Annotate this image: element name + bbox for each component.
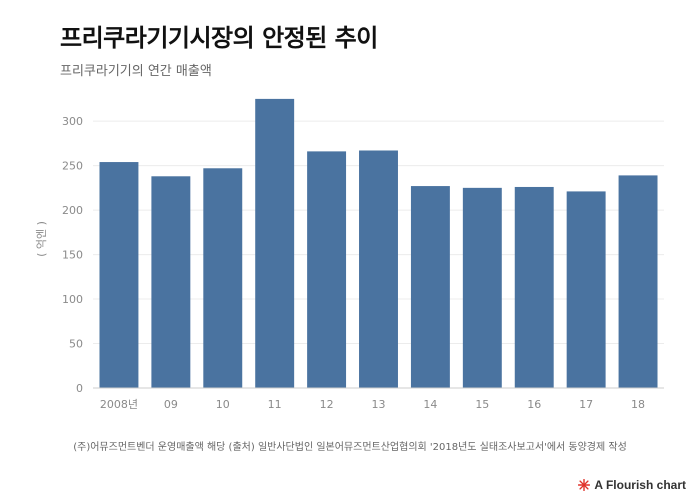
y-tick-label: 250	[62, 160, 83, 173]
x-tick-label: 2008년	[100, 398, 138, 411]
bar[interactable]	[359, 150, 398, 388]
x-tick-label: 10	[216, 398, 230, 411]
flourish-logo-icon	[578, 479, 591, 491]
y-tick-label: 50	[69, 338, 83, 351]
x-tick-label: 15	[475, 398, 489, 411]
x-tick-label: 09	[164, 398, 178, 411]
x-tick-label: 17	[579, 398, 593, 411]
bar[interactable]	[151, 176, 191, 388]
x-tick-label: 14	[423, 398, 437, 411]
y-axis-ticks: 0 50 100 150 200 250 300	[62, 115, 83, 395]
x-axis-ticks: 2008년 09 10 11 12 13 14 15 16 17 18	[100, 398, 645, 411]
x-tick-label: 11	[268, 398, 282, 411]
chart-subtitle: 프리쿠라기기의 연간 매출액	[60, 64, 212, 79]
flourish-credit-link[interactable]: A Flourish chart	[578, 478, 686, 492]
bar[interactable]	[566, 191, 606, 388]
chart-title: 프리쿠라기기시장의 안정된 추이	[60, 24, 378, 52]
x-tick-label: 13	[372, 398, 386, 411]
bar[interactable]	[255, 98, 295, 389]
bar[interactable]	[307, 151, 347, 388]
bar[interactable]	[410, 186, 450, 388]
bar[interactable]	[203, 168, 243, 388]
x-tick-label: 18	[631, 398, 645, 411]
x-tick-label: 16	[527, 398, 541, 411]
bar[interactable]	[462, 187, 502, 388]
y-tick-label: 300	[62, 115, 83, 128]
bar[interactable]	[99, 162, 139, 388]
bar-chart: 0 50 100 150 200 250 300 2008년 09 10 11 12 13 14 15 16…	[35, 98, 664, 411]
x-tick-label: 12	[320, 398, 334, 411]
y-tick-label: 0	[76, 382, 83, 395]
source-note: (주)어뮤즈먼트벤더 운영매출액 해당 (출처) 일반사단법인 일본어뮤즈먼트산…	[73, 442, 627, 453]
bar[interactable]	[514, 186, 554, 388]
y-tick-label: 100	[62, 293, 83, 306]
bars	[99, 98, 658, 389]
bar[interactable]	[618, 175, 658, 388]
y-tick-label: 200	[62, 204, 83, 217]
y-axis-title: ( 억엔 )	[35, 221, 48, 257]
flourish-credit-label: A Flourish chart	[594, 478, 686, 492]
y-tick-label: 150	[62, 249, 83, 262]
